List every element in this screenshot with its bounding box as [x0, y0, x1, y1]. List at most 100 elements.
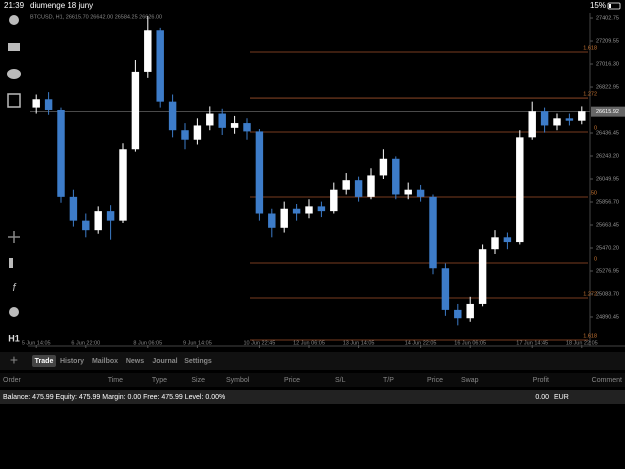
candle-body [119, 149, 127, 221]
column-header: Size [191, 377, 205, 384]
candle-body [57, 109, 65, 197]
candle-body [206, 113, 214, 126]
column-header: Time [108, 377, 123, 384]
column-header: Swap [461, 377, 479, 384]
candle-body [454, 309, 462, 319]
status-date: diumenge 18 juny [30, 1, 93, 10]
tab[interactable]: News [126, 358, 144, 365]
candle-body [292, 208, 301, 214]
candle-body [367, 175, 375, 197]
candle-body [528, 111, 536, 138]
candle-body [305, 206, 313, 214]
x-tick-label: 6 Jun 22:00 [71, 340, 100, 346]
tab[interactable]: Settings [184, 358, 212, 365]
fib-label: 1.272 [583, 92, 597, 98]
account-icon[interactable] [9, 15, 19, 25]
candle-body [330, 189, 338, 212]
tab[interactable]: Mailbox [92, 358, 118, 365]
candle-body [317, 206, 326, 212]
candle-body [466, 303, 474, 319]
candle-body [268, 213, 276, 228]
candle-body [578, 111, 586, 121]
active-tab-bg [32, 355, 56, 367]
candle-body [255, 131, 264, 214]
candle-body [44, 99, 53, 110]
trade-icon[interactable] [8, 43, 20, 51]
y-tick-label: 25083.70 [596, 291, 619, 297]
toolbar: f [7, 15, 21, 317]
timeframe-button[interactable]: H1 [8, 333, 20, 343]
y-tick-label: 27016.30 [596, 61, 619, 67]
y-tick-label: 26049.95 [596, 176, 619, 182]
y-tick-label: 26822.95 [596, 84, 619, 90]
column-header: Order [3, 377, 22, 384]
current-price-label: 26615.92 [596, 109, 619, 115]
new-order-icon[interactable] [7, 93, 21, 108]
chat-icon[interactable] [7, 69, 21, 79]
battery-fill [609, 4, 611, 8]
column-header: S/L [335, 377, 346, 384]
tab[interactable]: History [60, 358, 84, 365]
currency: EUR [554, 394, 569, 401]
candle-body [243, 123, 251, 132]
table-header-bar [0, 373, 625, 387]
x-tick-label: 10 Jun 22:45 [243, 340, 275, 346]
candle-body [32, 99, 40, 108]
y-tick-label: 24890.45 [596, 314, 619, 320]
fib-label: 0 [594, 256, 597, 262]
tab-bar [0, 352, 625, 370]
candle-body [82, 220, 90, 231]
candle-body [516, 137, 524, 243]
candle-body [106, 211, 115, 221]
candle-body [416, 189, 425, 197]
chart-title: BTCUSD, H1, 26615.70 26642.00 26584.25 2… [30, 14, 162, 20]
add-button[interactable]: + [10, 352, 18, 368]
x-tick-label: 16 Jun 06:05 [454, 340, 486, 346]
candle-body [491, 237, 499, 250]
candle-body [280, 208, 288, 228]
candle-body [404, 189, 412, 195]
tab[interactable]: Journal [152, 358, 177, 365]
candle-body [354, 180, 363, 197]
candle-body [193, 125, 202, 140]
y-tick-label: 25856.70 [596, 199, 619, 205]
y-tick-label: 26436.45 [596, 130, 619, 136]
candle-body [503, 237, 512, 243]
y-tick-label: 25276.95 [596, 268, 619, 274]
chart-type-icon[interactable] [9, 258, 13, 268]
x-tick-label: 5 Jun 14:05 [22, 340, 51, 346]
candle-body [181, 130, 189, 140]
balance-bar [0, 390, 625, 404]
candle-body [478, 249, 487, 304]
x-tick-label: 12 Jun 06:05 [293, 340, 325, 346]
candle-body [379, 158, 388, 176]
x-tick-label: 8 Jun 06:05 [133, 340, 162, 346]
fib-label: .50 [589, 190, 597, 196]
tab[interactable]: Trade [35, 358, 54, 365]
x-tick-label: 17 Jun 14:45 [516, 340, 548, 346]
candle-body [69, 196, 78, 221]
candle-body [218, 113, 226, 128]
column-header: Price [427, 377, 443, 384]
column-header: Symbol [226, 377, 250, 384]
column-header: Type [152, 377, 167, 384]
status-time: 21:39 [4, 1, 25, 10]
battery-icon [607, 2, 621, 10]
x-tick-label: 14 Jun 22:05 [405, 340, 437, 346]
balance-summary: Balance: 475.99 Equity: 475.99 Margin: 0… [3, 394, 225, 401]
fib-label: 0 [594, 125, 597, 131]
crosshair-icon[interactable] [8, 231, 20, 243]
candle-body [94, 211, 102, 231]
candle-body [156, 30, 164, 102]
objects-icon[interactable] [9, 307, 19, 317]
candle-body [168, 101, 177, 131]
current-price-box [591, 106, 625, 117]
fib-label: 1.618 [583, 333, 597, 339]
candle-body [540, 111, 549, 126]
x-tick-label: 13 Jun 14:05 [343, 340, 375, 346]
x-tick-label: 9 Jun 14:05 [183, 340, 212, 346]
candle-body [441, 268, 450, 310]
indicator-icon[interactable]: f [12, 282, 16, 294]
fib-label: 1.618 [583, 45, 597, 51]
